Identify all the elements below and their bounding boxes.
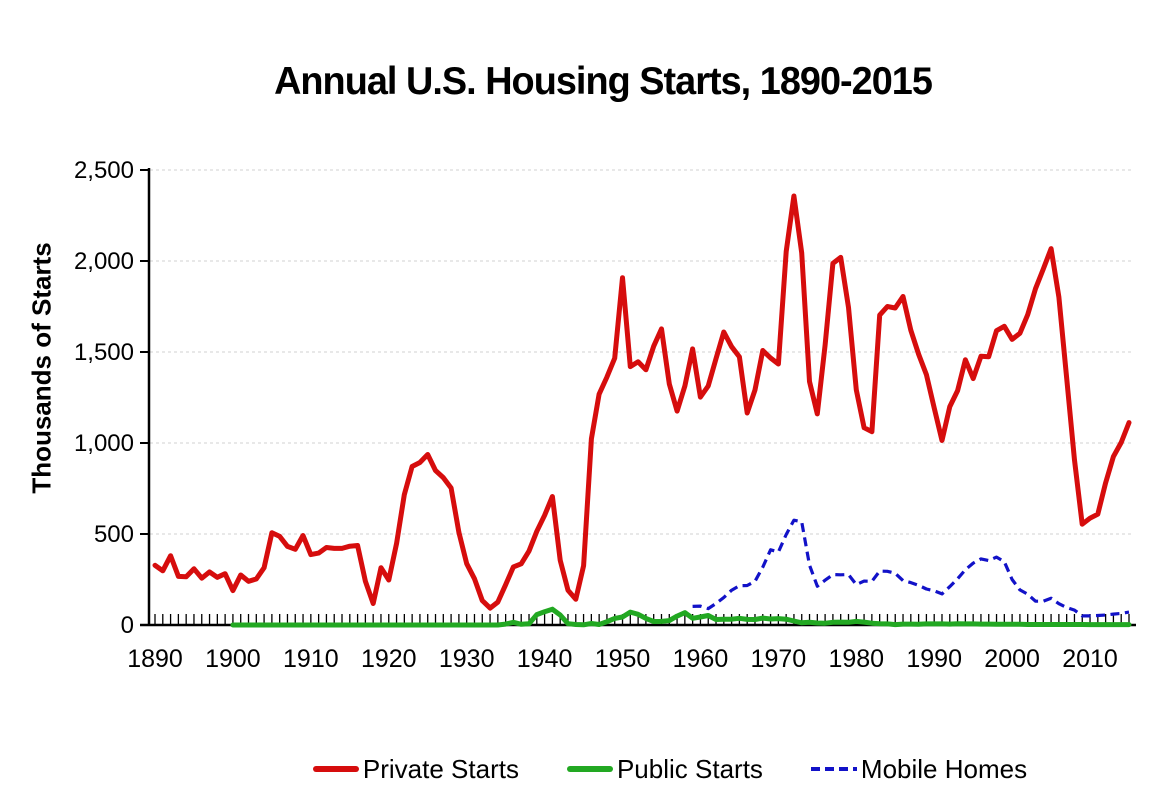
legend-item-private-starts: Private Starts xyxy=(312,753,519,785)
y-tick-label-500: 500 xyxy=(94,521,134,548)
x-tick-label-1990: 1990 xyxy=(906,645,962,673)
chart-title: Annual U.S. Housing Starts, 1890-2015 xyxy=(274,60,933,103)
legend-label-public-starts: Public Starts xyxy=(616,753,763,784)
legend-label-private-starts: Private Starts xyxy=(362,753,519,784)
y-tick-label-1,500: 1,500 xyxy=(74,339,134,366)
legend-label-mobile-homes: Mobile Homes xyxy=(860,753,1028,784)
x-tick-label-2010: 2010 xyxy=(1062,645,1118,673)
y-tick-label-1,000: 1,000 xyxy=(74,430,134,457)
private-starts-line-swatch xyxy=(312,766,359,772)
y-tick-label-2,500: 2,500 xyxy=(74,157,134,184)
x-tick-label-1940: 1940 xyxy=(517,645,573,673)
x-tick-label-2000: 2000 xyxy=(984,645,1040,673)
x-tick-label-1930: 1930 xyxy=(439,645,495,673)
x-tick-label-1950: 1950 xyxy=(595,645,651,673)
legend: Private Starts Public Starts Mobile Home… xyxy=(170,752,1170,786)
legend-item-mobile-homes: Mobile Homes xyxy=(810,753,1028,785)
public-starts-line xyxy=(230,606,1132,628)
x-tick-label-1970: 1970 xyxy=(751,645,807,673)
public-starts-line-swatch xyxy=(566,766,613,772)
mobile-homes-line-swatch xyxy=(810,767,857,771)
y-tick-label-0: 0 xyxy=(121,612,134,639)
mobile-homes-line xyxy=(692,518,1130,618)
x-tick-label-1980: 1980 xyxy=(828,645,884,673)
x-tick-label-1900: 1900 xyxy=(205,645,261,673)
x-tick-label-1960: 1960 xyxy=(673,645,729,673)
x-tick-label-1910: 1910 xyxy=(283,645,339,673)
private-starts-line xyxy=(152,193,1132,611)
x-tick-label-1890: 1890 xyxy=(127,645,183,673)
legend-item-public-starts: Public Starts xyxy=(566,753,763,785)
y-tick-label-2,000: 2,000 xyxy=(74,248,134,275)
x-tick-label-1920: 1920 xyxy=(361,645,417,673)
